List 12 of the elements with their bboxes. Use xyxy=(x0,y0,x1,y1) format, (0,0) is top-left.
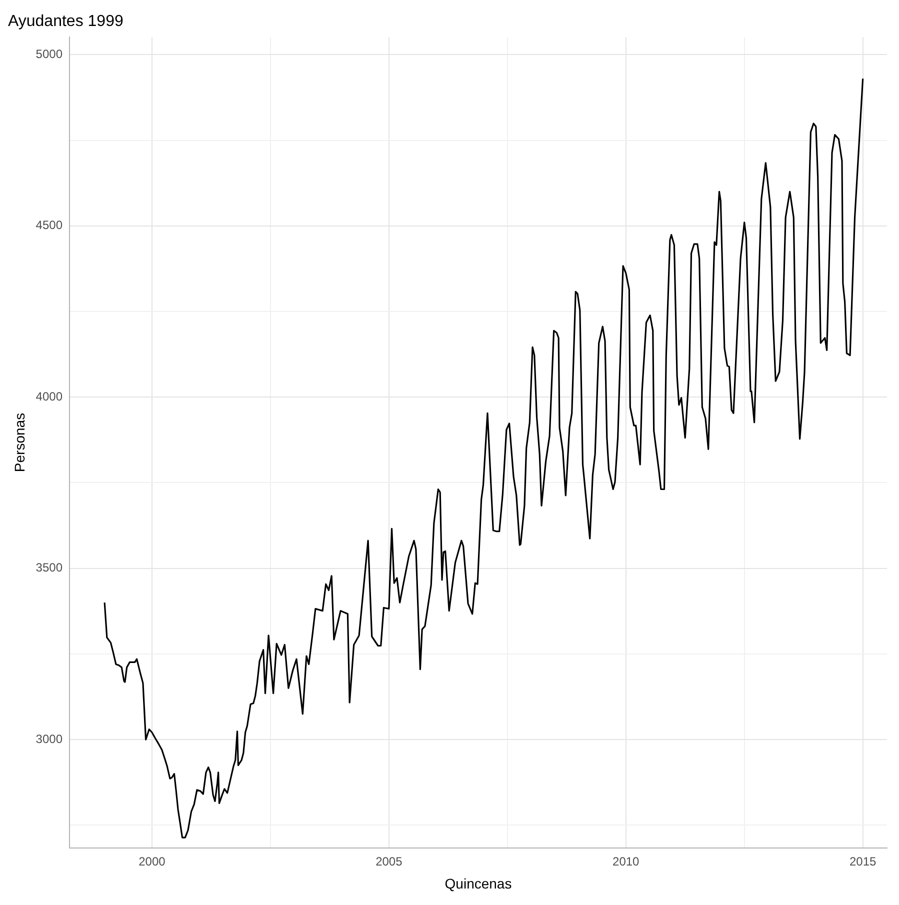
y-tick-label: 5000 xyxy=(36,46,63,61)
y-axis-title: Personas xyxy=(11,412,28,472)
y-tick-label: 3500 xyxy=(36,560,63,575)
y-tick-label: 4500 xyxy=(36,218,63,232)
x-axis-title: Quincenas xyxy=(444,875,512,892)
y-tick-label: 4000 xyxy=(36,389,63,404)
x-tick-label: 2000 xyxy=(138,854,166,868)
y-tick-label: 3000 xyxy=(36,732,63,746)
x-tick-label: 2010 xyxy=(612,854,640,868)
x-tick-label: 2005 xyxy=(376,854,403,868)
x-tick-label: 2015 xyxy=(849,854,876,868)
chart-title: Ayudantes 1999 xyxy=(8,13,124,30)
